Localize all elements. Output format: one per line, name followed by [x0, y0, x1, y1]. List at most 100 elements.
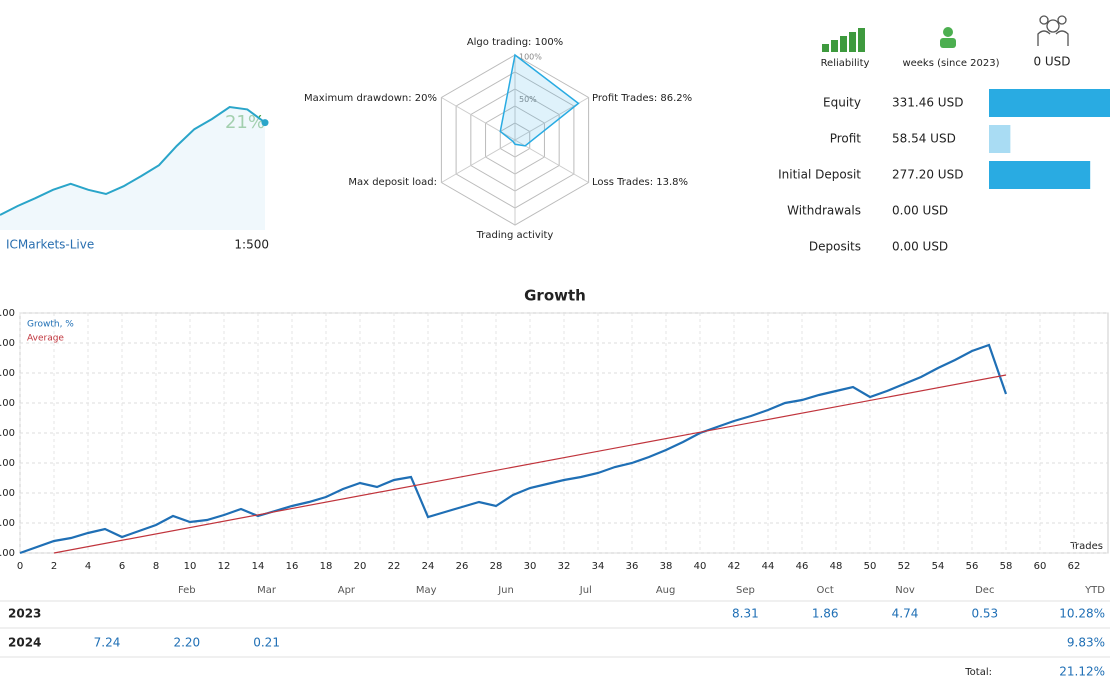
y-tick-label: 0.00 [0, 548, 15, 559]
stat-value: 0.00 USD [892, 240, 948, 254]
table-cell: 2024 [8, 636, 41, 650]
radar-label: Max deposit load: [348, 177, 437, 188]
radar-axis [514, 139, 589, 183]
x-tick-label: 26 [456, 561, 469, 572]
stat-label: Equity [823, 96, 861, 110]
x-tick-label: 34 [592, 561, 605, 572]
x-tick-label: 10 [184, 561, 197, 572]
y-tick-label: 6.00 [0, 488, 15, 499]
table-cell: 10.28% [1059, 607, 1105, 621]
column-header: YTD [1084, 585, 1105, 596]
column-header: Aug [656, 585, 676, 596]
series-line [19, 343, 1008, 555]
x-tick-label: 2 [51, 561, 57, 572]
x-tick-label: 0 [17, 561, 23, 572]
mini-area [0, 107, 265, 230]
weeks-icon [940, 27, 956, 48]
leverage-label: 1:500 [234, 238, 269, 252]
x-tick-label: 18 [320, 561, 333, 572]
column-header: Feb [178, 585, 196, 596]
radar-label: Profit Trades: 86.2% [592, 93, 692, 104]
amount-label: 0 USD [1033, 55, 1070, 69]
x-tick-label: 38 [660, 561, 673, 572]
table-cell: 0.53 [971, 607, 998, 621]
broker-label: ICMarkets-Live [6, 238, 94, 252]
x-tick-label: 50 [864, 561, 877, 572]
x-tick-label: 62 [1068, 561, 1081, 572]
mini-end-dot [261, 119, 269, 127]
reliability-icon [822, 28, 865, 52]
legend-entry: Average [27, 334, 64, 344]
table-cell: 0.21 [253, 636, 280, 650]
x-tick-label: 14 [252, 561, 265, 572]
reliability-label: Reliability [821, 58, 870, 69]
column-header: Apr [338, 585, 356, 596]
x-tick-label: 44 [762, 561, 775, 572]
x-tick-label: 12 [218, 561, 231, 572]
x-tick-label: 8 [153, 561, 159, 572]
stat-label: Withdrawals [787, 204, 861, 218]
total-value: 21.12% [1059, 665, 1105, 679]
legend-entry: Growth, % [27, 320, 74, 330]
y-tick-label: 24.00 [0, 308, 15, 319]
x-tick-label: 4 [85, 561, 91, 572]
x-tick-label: 28 [490, 561, 503, 572]
table-cell: 8.31 [732, 607, 759, 621]
radar-ring-label: 50% [519, 95, 537, 104]
table-cell: 2.20 [173, 636, 200, 650]
radar-label: Maximum drawdown: 20% [304, 93, 437, 104]
radar-area [499, 53, 580, 147]
stat-label: Initial Deposit [778, 168, 861, 182]
radar-label: Trading activity [476, 230, 554, 241]
table-cell: 9.83% [1067, 636, 1105, 650]
mini-line [0, 105, 266, 216]
x-tick-label: 52 [898, 561, 911, 572]
column-header: Jun [497, 585, 514, 596]
x-tick-label: 24 [422, 561, 435, 572]
x-tick-label: 60 [1034, 561, 1047, 572]
stat-value: 277.20 USD [892, 168, 963, 182]
column-header: Mar [257, 585, 277, 596]
stat-bar [989, 125, 1011, 153]
people-icon [1037, 15, 1069, 46]
radar-label: Algo trading: 100% [467, 37, 563, 48]
x-tick-label: 46 [796, 561, 809, 572]
table-cell: 7.24 [94, 636, 121, 650]
y-tick-label: 15.00 [0, 398, 15, 409]
total-label: Total: [964, 667, 992, 678]
y-tick-label: 21.00 [0, 338, 15, 349]
x-axis-label: Trades [1069, 541, 1103, 552]
table-cell: 2023 [8, 607, 41, 621]
x-tick-label: 40 [694, 561, 707, 572]
x-tick-label: 48 [830, 561, 843, 572]
stat-bar [989, 161, 1091, 189]
x-tick-label: 30 [524, 561, 537, 572]
x-tick-label: 16 [286, 561, 299, 572]
x-tick-label: 6 [119, 561, 125, 572]
y-tick-label: 18.00 [0, 368, 15, 379]
x-tick-label: 32 [558, 561, 571, 572]
x-tick-label: 36 [626, 561, 639, 572]
stat-value: 0.00 USD [892, 204, 948, 218]
column-header: Dec [975, 585, 994, 596]
y-tick-label: 3.00 [0, 518, 15, 529]
x-tick-label: 58 [1000, 561, 1013, 572]
weeks-label: weeks (since 2023) [902, 58, 999, 69]
stat-label: Profit [830, 132, 862, 146]
y-tick-label: 12.00 [0, 428, 15, 439]
stat-value: 58.54 USD [892, 132, 956, 146]
radar-ring-label: 100% [519, 53, 542, 62]
x-tick-label: 56 [966, 561, 979, 572]
x-tick-label: 54 [932, 561, 945, 572]
column-header: Sep [736, 585, 755, 596]
stat-label: Deposits [809, 240, 861, 254]
y-tick-label: 9.00 [0, 458, 15, 469]
radar-axis [441, 139, 516, 183]
x-tick-label: 22 [388, 561, 401, 572]
x-tick-label: 20 [354, 561, 367, 572]
x-tick-label: 42 [728, 561, 741, 572]
stat-bar [989, 89, 1110, 117]
radar-label: Loss Trades: 13.8% [592, 177, 688, 188]
